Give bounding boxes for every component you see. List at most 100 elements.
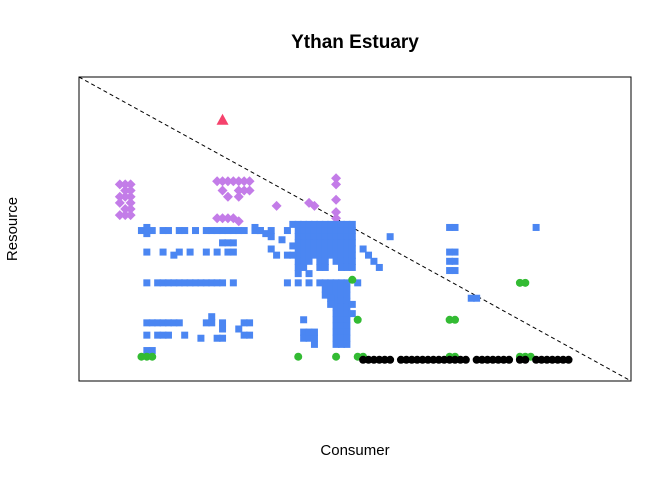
data-point-series-2-47 (148, 319, 156, 327)
data-point-series-2-157 (348, 257, 356, 265)
data-point-series-2-163 (343, 263, 351, 271)
data-point-series-2-51 (170, 319, 178, 327)
data-point-series-2-2 (143, 230, 151, 238)
data-point-series-3-14 (521, 278, 530, 287)
data-point-series-2-76 (267, 227, 275, 235)
data-point-series-2-127 (294, 245, 302, 253)
data-point-series-2-3 (148, 227, 156, 235)
data-point-series-1-0 (114, 179, 125, 190)
data-point-series-2-201 (343, 316, 351, 324)
data-point-series-2-126 (348, 239, 356, 247)
data-point-series-1-10 (120, 204, 131, 214)
data-point-series-2-159 (300, 263, 308, 271)
data-point-series-2-46 (143, 319, 151, 327)
data-point-series-2-30 (213, 248, 221, 256)
data-point-series-2-137 (348, 245, 356, 253)
data-point-series-2-154 (332, 257, 340, 265)
data-point-series-1-31 (331, 194, 342, 205)
data-point-series-2-16 (240, 227, 248, 235)
data-point-series-2-174 (321, 279, 329, 287)
data-point-series-2-225 (343, 340, 351, 348)
data-point-series-2-150 (300, 257, 308, 265)
data-point-series-2-223 (332, 340, 340, 348)
data-point-series-2-162 (337, 263, 345, 271)
data-point-series-1-8 (114, 197, 125, 208)
data-point-series-2-9 (202, 227, 210, 235)
data-point-series-2-12 (219, 227, 227, 235)
data-point-series-2-148 (348, 251, 356, 259)
data-point-series-2-206 (337, 328, 345, 336)
data-point-series-2-40 (197, 279, 205, 287)
data-point-series-2-28 (186, 248, 194, 256)
data-point-series-2-236 (451, 257, 459, 265)
data-point-series-2-112 (332, 233, 340, 241)
data-point-series-2-120 (316, 239, 324, 247)
data-point-series-1-3 (120, 185, 131, 196)
data-point-series-2-204 (343, 322, 351, 330)
data-point-series-2-21 (229, 239, 237, 247)
data-point-series-2-69 (148, 347, 156, 355)
data-point-series-2-138 (294, 251, 302, 259)
data-point-series-2-209 (337, 334, 345, 342)
data-point-series-2-241 (532, 223, 540, 231)
data-point-series-1-21 (244, 176, 255, 187)
data-point-series-2-26 (170, 251, 178, 259)
data-point-series-1-36 (212, 213, 223, 224)
data-point-series-2-44 (219, 279, 227, 287)
data-point-series-2-41 (202, 279, 210, 287)
data-point-series-2-125 (343, 239, 351, 247)
data-point-series-2-169 (305, 270, 313, 278)
data-point-series-2-228 (370, 257, 378, 265)
data-point-series-2-74 (256, 227, 264, 235)
data-point-series-2-50 (164, 319, 172, 327)
data-point-series-2-208 (332, 334, 340, 342)
data-point-series-2-145 (332, 251, 340, 259)
data-point-series-2-99 (321, 227, 329, 235)
data-point-series-1-35 (331, 179, 342, 190)
data-point-series-1-5 (114, 191, 125, 202)
data-point-series-2-155 (337, 257, 345, 265)
data-point-series-1-20 (239, 176, 250, 187)
data-point-series-2-182 (332, 285, 340, 293)
data-point-series-1-33 (331, 213, 342, 224)
data-point-series-2-193 (332, 303, 340, 311)
data-point-series-2-1 (137, 227, 145, 235)
data-point-series-1-37 (217, 213, 228, 224)
data-point-series-2-136 (343, 245, 351, 253)
data-point-series-2-166 (283, 251, 291, 259)
data-point-series-2-33 (159, 279, 167, 287)
data-point-series-2-158 (294, 263, 302, 271)
data-point-series-2-231 (446, 223, 454, 231)
data-point-series-2-128 (300, 245, 308, 253)
data-point-series-2-196 (332, 310, 340, 318)
data-point-series-1-9 (125, 197, 136, 208)
data-point-series-2-222 (310, 340, 318, 348)
data-point-series-2-54 (208, 319, 216, 327)
data-point-series-2-178 (343, 279, 351, 287)
data-point-series-2-218 (305, 334, 313, 342)
data-point-series-2-72 (235, 325, 243, 333)
data-point-series-2-237 (446, 267, 454, 275)
data-point-series-2-67 (246, 319, 254, 327)
data-point-series-2-108 (310, 233, 318, 241)
data-point-series-2-57 (154, 331, 162, 339)
data-point-series-2-160 (316, 263, 324, 271)
data-point-series-2-164 (348, 263, 356, 271)
data-point-series-2-88 (321, 220, 329, 228)
data-point-series-2-80 (289, 242, 297, 250)
data-point-series-2-181 (327, 285, 335, 293)
data-point-series-2-134 (332, 245, 340, 253)
data-point-series-2-13 (224, 227, 232, 235)
data-point-series-2-84 (300, 220, 308, 228)
data-point-series-4-18 (461, 355, 470, 364)
data-point-series-2-78 (267, 245, 275, 253)
data-point-series-2-229 (375, 263, 383, 271)
data-point-series-2-176 (332, 279, 340, 287)
data-point-series-1-28 (271, 200, 282, 211)
data-point-series-1-25 (244, 185, 255, 196)
data-point-series-2-55 (219, 319, 227, 327)
data-point-series-2-226 (359, 245, 367, 253)
x-axis-label: Consumer (320, 442, 389, 459)
data-point-series-2-221 (310, 328, 318, 336)
data-point-series-2-77 (267, 233, 275, 241)
